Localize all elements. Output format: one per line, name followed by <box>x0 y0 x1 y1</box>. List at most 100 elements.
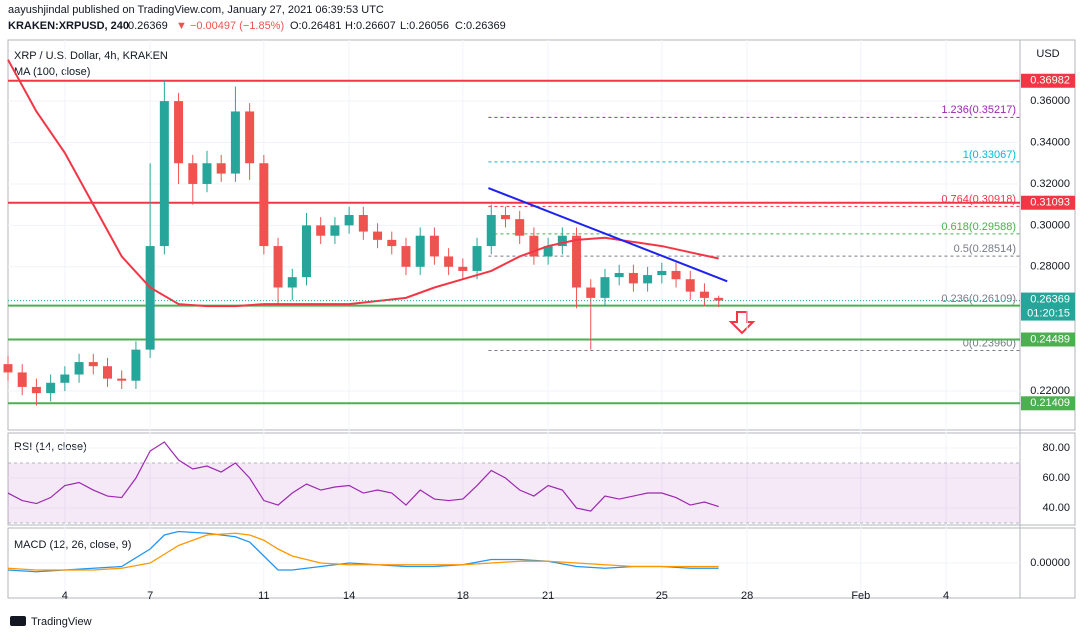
candle-body <box>230 111 240 174</box>
candle-body <box>529 235 539 257</box>
ohlc: O:0.26481 <box>290 20 341 32</box>
countdown: 01:20:15 <box>1027 307 1070 319</box>
candle-body <box>31 386 41 394</box>
candle-body <box>643 275 653 284</box>
candle-body <box>102 366 112 379</box>
candle-body <box>316 225 326 236</box>
symbol: KRAKEN:XRPUSD, 240 <box>8 20 129 32</box>
price-panel <box>7 39 1076 431</box>
x-tick-label: Feb <box>851 590 870 602</box>
candle-body <box>472 246 482 271</box>
candle-body <box>486 215 496 247</box>
logo <box>10 616 26 626</box>
candle-body <box>216 163 226 174</box>
y-tick-label: 40.00 <box>1042 502 1070 514</box>
candle-body <box>657 270 667 276</box>
candle-body <box>628 273 638 284</box>
level-label: 0.21409 <box>1030 397 1070 409</box>
candle-body <box>188 163 198 184</box>
level-label: 0.36982 <box>1030 75 1070 87</box>
candle-body <box>131 349 141 381</box>
rsi-title: RSI (14, close) <box>14 441 87 453</box>
candle-body <box>415 235 425 267</box>
candle-body <box>3 364 13 373</box>
candle-body <box>671 270 681 280</box>
ma-line <box>7 59 719 308</box>
x-tick-label: 21 <box>542 590 554 602</box>
level-label: 0.31093 <box>1030 197 1070 209</box>
x-tick-label: 14 <box>343 590 355 602</box>
y-tick-label: 0.22000 <box>1030 385 1070 397</box>
y-tick-label: 0.36000 <box>1030 95 1070 107</box>
candle-body <box>586 287 596 298</box>
candle-body <box>287 277 297 288</box>
candle-body <box>600 277 610 298</box>
candle-body <box>330 225 340 236</box>
price-tag <box>1021 292 1075 321</box>
last-price-label: 0.26369 <box>1030 293 1070 305</box>
candle-body <box>401 246 411 267</box>
candle-body <box>699 291 709 298</box>
x-tick-label: 11 <box>258 590 269 602</box>
y-tick-label: 60.00 <box>1042 472 1070 484</box>
ohlc: H:0.26607 <box>345 20 396 32</box>
down-arrow <box>728 311 756 335</box>
candle-body <box>46 382 56 394</box>
currency: USD <box>1036 48 1059 60</box>
candle-body <box>145 246 155 350</box>
candle-body <box>543 246 553 257</box>
macd-line <box>7 530 719 573</box>
fib-label: 0.618(0.29588) <box>941 221 1016 233</box>
y-tick-label: 0.34000 <box>1030 136 1070 148</box>
candle-body <box>358 215 368 232</box>
rsi-panel <box>7 432 1076 526</box>
candle-body <box>444 256 454 267</box>
candle-body <box>202 163 212 184</box>
last-price: 0.26369 <box>128 20 168 32</box>
candle-body <box>117 378 127 381</box>
candle-body <box>88 362 98 367</box>
candle-body <box>174 101 184 164</box>
candle-body <box>714 297 724 301</box>
candle-body <box>245 111 255 164</box>
y-tick-label: 80.00 <box>1042 442 1070 454</box>
candle-body <box>344 215 354 226</box>
candle-body <box>259 163 269 247</box>
level-tag <box>1021 73 1075 88</box>
candle-body <box>515 219 525 236</box>
trendline <box>488 187 728 283</box>
candle-body <box>572 235 582 288</box>
fib-label: 1.236(0.35217) <box>941 104 1016 116</box>
candle-body <box>685 279 695 292</box>
x-tick-label: 25 <box>656 590 668 602</box>
rsi-line <box>7 441 719 512</box>
fib-label: 0.5(0.28514) <box>954 243 1016 255</box>
y-tick-label: 0.00000 <box>1030 557 1070 569</box>
change: ▼ −0.00497 (−1.85%) <box>176 20 284 32</box>
level-tag <box>1021 396 1075 411</box>
macd-line <box>7 532 719 571</box>
candle-body <box>614 273 624 278</box>
ohlc: C:0.26369 <box>455 20 506 32</box>
series-title: XRP / U.S. Dollar, 4h, KRAKEN <box>14 50 168 62</box>
y-tick-label: 0.32000 <box>1030 178 1070 190</box>
x-tick-label: 4 <box>62 590 68 602</box>
x-tick-label: 28 <box>741 590 753 602</box>
candle-body <box>500 215 510 220</box>
y-tick-label: 0.28000 <box>1030 261 1070 273</box>
ma-label: MA (100, close) <box>14 66 90 78</box>
candle-body <box>429 235 439 257</box>
candle-body <box>373 231 383 240</box>
fib-label: 1(0.33067) <box>963 149 1016 161</box>
published: aayushjindal published on TradingView.co… <box>8 4 384 16</box>
candle-body <box>17 372 27 387</box>
candle-body <box>458 266 468 271</box>
ohlc: L:0.26056 <box>400 20 449 32</box>
candle-body <box>159 101 169 247</box>
level-label: 0.24489 <box>1030 333 1070 345</box>
candle-body <box>74 362 84 375</box>
brand: TradingView <box>31 616 92 628</box>
x-tick-label: 7 <box>147 590 153 602</box>
